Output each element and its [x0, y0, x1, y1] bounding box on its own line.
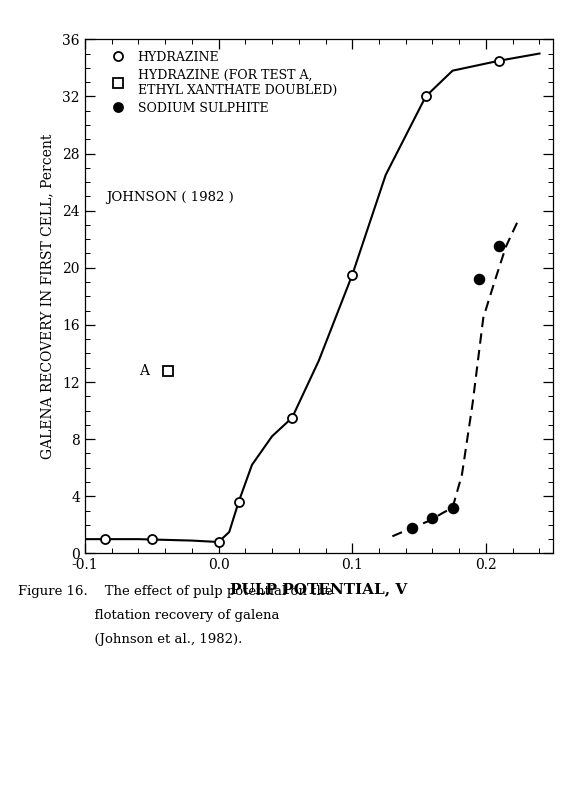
Text: JOHNSON ( 1982 ): JOHNSON ( 1982 )	[106, 191, 233, 204]
Text: (Johnson et al., 1982).: (Johnson et al., 1982).	[18, 633, 242, 647]
X-axis label: PULP POTENTIAL, V: PULP POTENTIAL, V	[230, 582, 407, 596]
Text: flotation recovery of galena: flotation recovery of galena	[18, 609, 279, 623]
Legend: HYDRAZINE, HYDRAZINE (FOR TEST A,
ETHYL XANTHATE DOUBLED), SODIUM SULPHITE: HYDRAZINE, HYDRAZINE (FOR TEST A, ETHYL …	[105, 51, 337, 115]
Text: A: A	[139, 363, 149, 378]
Text: Figure 16.    The effect of pulp potential on the: Figure 16. The effect of pulp potential …	[18, 585, 332, 598]
Y-axis label: GALENA RECOVERY IN FIRST CELL, Percent: GALENA RECOVERY IN FIRST CELL, Percent	[40, 133, 54, 459]
